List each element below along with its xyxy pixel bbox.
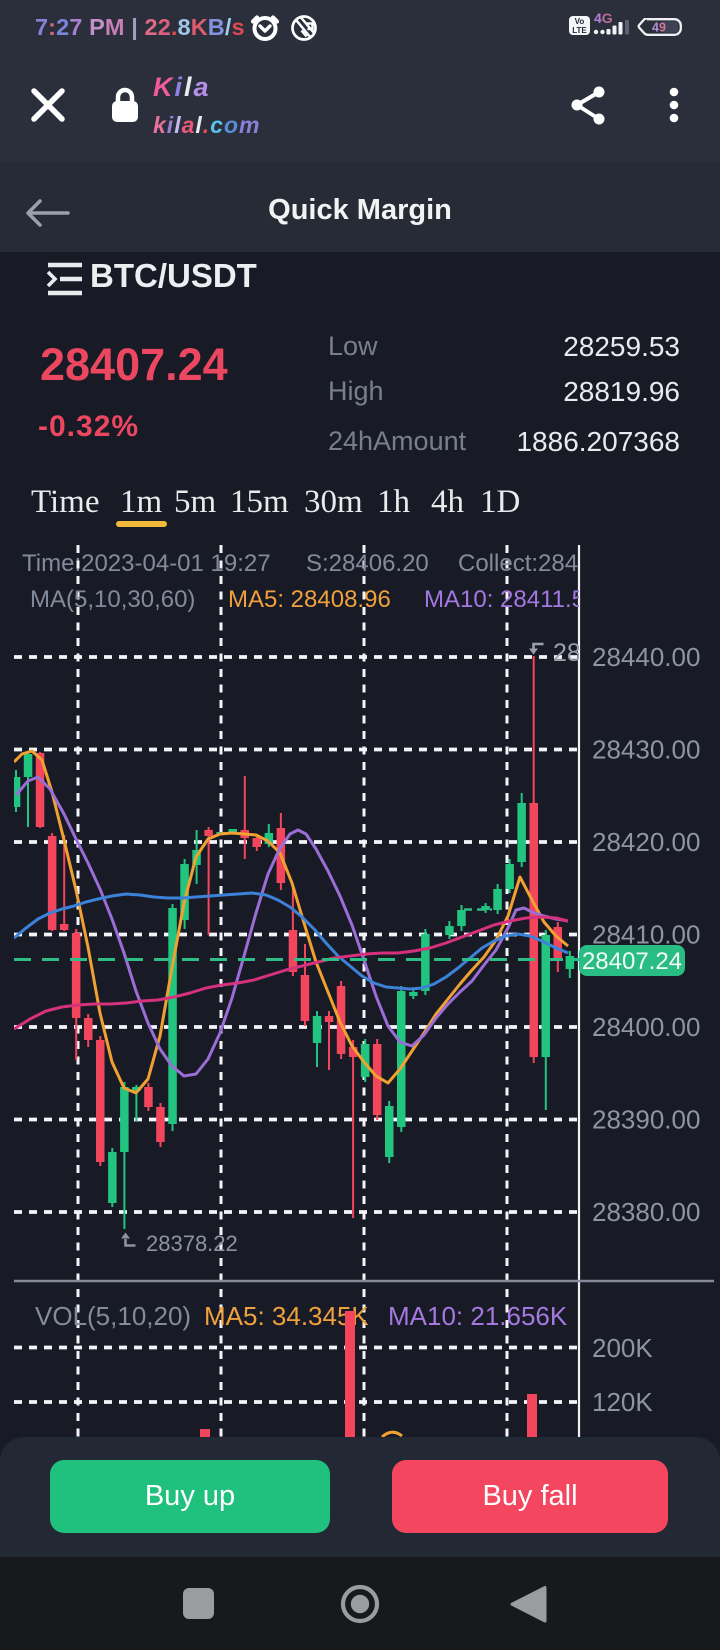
svg-text:28420.00: 28420.00 bbox=[592, 827, 700, 857]
svg-text:28390.00: 28390.00 bbox=[592, 1105, 700, 1135]
svg-text:28430.00: 28430.00 bbox=[592, 735, 700, 765]
svg-text:28380.00: 28380.00 bbox=[592, 1197, 700, 1227]
svg-text:MA(5,10,30,60): MA(5,10,30,60) bbox=[30, 586, 195, 613]
svg-text:MA10: 28411.53: MA10: 28411.53 bbox=[424, 586, 598, 613]
svg-text:28443.96: 28443.96 bbox=[553, 639, 657, 667]
svg-text:MA10: 21.656K: MA10: 21.656K bbox=[388, 1301, 568, 1331]
svg-text:S:28406.20: S:28406.20 bbox=[306, 550, 429, 577]
svg-text:28378.22: 28378.22 bbox=[146, 1231, 238, 1256]
svg-text:Collect:28407.2: Collect:28407.2 bbox=[458, 550, 625, 577]
svg-text:28440.00: 28440.00 bbox=[592, 642, 700, 672]
svg-text:VOL(5,10,20): VOL(5,10,20) bbox=[35, 1301, 191, 1331]
svg-text:28407.24: 28407.24 bbox=[582, 948, 682, 975]
svg-text:28400.00: 28400.00 bbox=[592, 1012, 700, 1042]
svg-text:49: 49 bbox=[652, 21, 666, 35]
svg-text:120K: 120K bbox=[592, 1387, 653, 1417]
svg-text:28410.00: 28410.00 bbox=[592, 920, 700, 950]
svg-text:MA5: 34.345K: MA5: 34.345K bbox=[204, 1301, 369, 1331]
svg-text:200K: 200K bbox=[592, 1333, 653, 1363]
svg-text:MA5: 28408.96: MA5: 28408.96 bbox=[228, 586, 391, 613]
svg-text:Time:2023-04-01 19:27: Time:2023-04-01 19:27 bbox=[22, 550, 271, 577]
